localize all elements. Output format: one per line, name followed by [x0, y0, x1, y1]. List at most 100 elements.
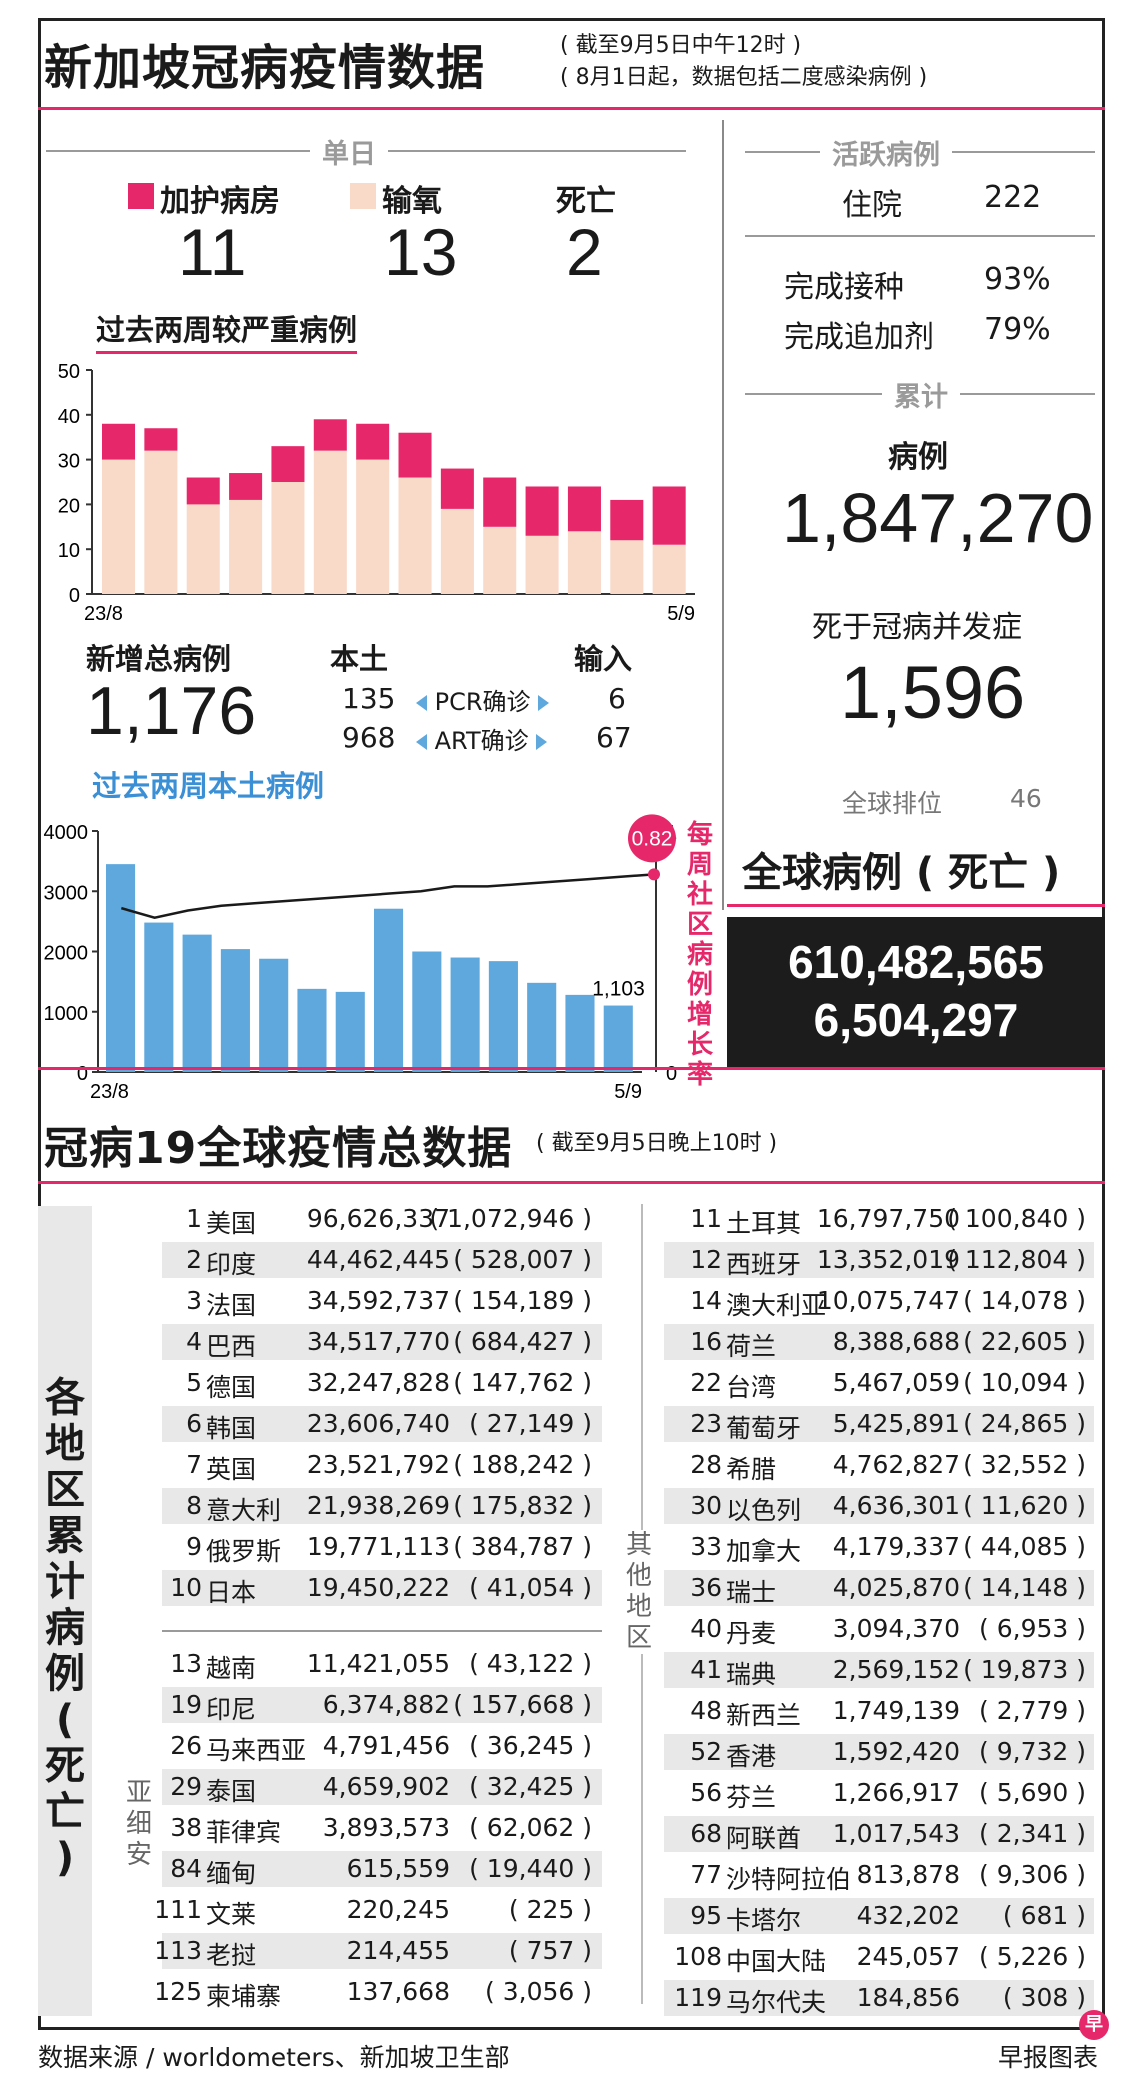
side-label-char: ) — [55, 1835, 75, 1881]
arrow-left-icon — [416, 734, 427, 750]
country-cases: 1,266,917 — [832, 1778, 960, 1807]
icu-bar — [356, 423, 390, 460]
world-note: ( 截至9月5日晚上10时 ) — [536, 1131, 778, 1156]
severe-chart-title: 过去两周较严重病例 — [96, 307, 358, 354]
icu-bar — [186, 477, 220, 505]
oxygen-bar — [356, 459, 390, 594]
asean-label-char: 细 — [125, 1809, 152, 1839]
side-label-char: 亡 — [45, 1789, 85, 1835]
world-top-divider — [38, 1067, 1105, 1070]
hospital-value: 222 — [984, 180, 1042, 215]
y-tick-label: 1000 — [44, 1003, 89, 1025]
country-name: 丹麦 — [726, 1619, 777, 1648]
country-rank: 2 — [186, 1245, 202, 1274]
country-name: 德国 — [206, 1373, 257, 1402]
icu-bar — [144, 428, 178, 451]
country-deaths: ( 43,122 ) — [469, 1649, 592, 1678]
country-rank: 95 — [690, 1901, 722, 1930]
country-name: 缅甸 — [206, 1859, 257, 1888]
country-row: 125 柬埔寨 137,668 ( 3,056 ) — [154, 1974, 602, 2011]
country-name: 马尔代夫 — [726, 1988, 827, 2017]
country-rank: 41 — [690, 1655, 722, 1684]
country-row: 23 葡萄牙 5,425,891( 24,865 ) — [664, 1406, 1094, 1443]
others-label-char: 地 — [625, 1592, 652, 1622]
country-rank: 3 — [186, 1286, 202, 1315]
country-deaths: ( 5,226 ) — [979, 1942, 1086, 1971]
pcr-local-value: 135 — [342, 682, 396, 715]
local-case-bar — [450, 957, 480, 1072]
country-cases: 4,659,902 — [322, 1772, 450, 1801]
country-name: 瑞士 — [726, 1578, 777, 1607]
country-row: 8 意大利 21,938,269( 175,832 ) — [162, 1488, 602, 1525]
country-row: 28 希腊 4,762,827( 32,552 ) — [664, 1447, 1094, 1484]
country-name: 越南 — [206, 1654, 257, 1683]
country-name: 瑞典 — [726, 1660, 777, 1689]
country-rank: 30 — [690, 1491, 722, 1520]
art-row-label: ART确诊 — [416, 721, 548, 756]
y-tick-label: 2000 — [44, 943, 89, 965]
header-divider — [38, 107, 1105, 110]
country-row: 29 泰国 4,659,902 ( 32,425 ) — [162, 1769, 602, 1806]
country-name: 葡萄牙 — [726, 1414, 802, 1443]
side-label-char: ( — [55, 1697, 75, 1743]
pcr-import-value: 6 — [608, 682, 626, 715]
country-row: 30 以色列 4,636,301( 11,620 ) — [664, 1488, 1094, 1525]
country-cases: 34,517,770 — [306, 1327, 450, 1356]
oxygen-value: 13 — [384, 215, 458, 289]
icu-swatch — [128, 183, 154, 209]
country-row: 111 文莱 220,245 ( 225 ) — [154, 1892, 602, 1929]
country-cases: 4,762,827 — [832, 1450, 960, 1479]
y-tick-label: 4000 — [44, 822, 89, 844]
growth-label-char: 增 — [686, 1000, 713, 1030]
country-cases: 21,938,269 — [306, 1491, 450, 1520]
country-cases: 19,771,113 — [306, 1532, 450, 1561]
local-case-bar — [220, 949, 250, 1072]
local-case-bar — [182, 934, 212, 1072]
country-name: 阿联酋 — [726, 1824, 802, 1853]
country-row: 14 澳大利亚 10,075,747( 14,078 ) — [664, 1283, 1094, 1320]
country-deaths: ( 10,094 ) — [963, 1368, 1086, 1397]
growth-label-char: 周 — [686, 850, 713, 880]
country-rank: 84 — [170, 1854, 202, 1883]
country-cases: 16,797,750 — [816, 1204, 960, 1233]
country-cases: 4,179,337 — [832, 1532, 960, 1561]
country-row: 52 香港 1,592,420 ( 9,732 ) — [664, 1734, 1094, 1771]
country-name: 希腊 — [726, 1455, 777, 1484]
country-row: 77 沙特阿拉伯 813,878 ( 9,306 ) — [664, 1857, 1094, 1894]
country-deaths: ( 14,148 ) — [963, 1573, 1086, 1602]
local-case-bar — [488, 961, 518, 1072]
country-rank: 23 — [690, 1409, 722, 1438]
last-bar-label: 1,103 — [592, 978, 645, 1001]
country-rank: 36 — [690, 1573, 722, 1602]
asean-rule — [162, 1630, 602, 1632]
local-label: 本土 — [330, 642, 389, 676]
y-tick-label: 30 — [58, 451, 80, 473]
cumulative-label: 累计 — [882, 375, 960, 414]
country-name: 美国 — [206, 1209, 257, 1238]
others-label: 其他地区 — [624, 1530, 654, 1654]
country-deaths: ( 384,787 ) — [453, 1532, 592, 1561]
oxygen-bar — [398, 477, 432, 594]
oxygen-bar — [186, 504, 220, 594]
country-name: 印度 — [206, 1250, 257, 1279]
growth-label-char: 病 — [686, 940, 713, 970]
country-deaths: ( 44,085 ) — [963, 1532, 1086, 1561]
country-rank: 8 — [186, 1491, 202, 1520]
country-name: 柬埔寨 — [206, 1982, 282, 2011]
country-row: 7 英国 23,521,792( 188,242 ) — [162, 1447, 602, 1484]
country-rank: 26 — [170, 1731, 202, 1760]
deaths-label: 死于冠病并发症 — [812, 610, 1022, 645]
arrow-left-icon — [416, 695, 427, 711]
country-deaths: ( 3,056 ) — [485, 1977, 592, 2006]
y-tick-label: 0 — [77, 1063, 88, 1085]
country-name: 澳大利亚 — [726, 1291, 827, 1320]
oxygen-label: 输氧 — [382, 184, 442, 219]
country-rank: 6 — [186, 1409, 202, 1438]
side-label-char: 累 — [45, 1513, 85, 1559]
country-cases: 10,075,747 — [816, 1286, 960, 1315]
country-deaths: ( 175,832 ) — [453, 1491, 592, 1520]
country-row: 11 土耳其 16,797,750( 100,840 ) — [664, 1201, 1094, 1238]
country-name: 土耳其 — [726, 1209, 802, 1238]
country-rank: 1 — [186, 1204, 202, 1233]
x-start-label: 23/8 — [84, 603, 123, 625]
